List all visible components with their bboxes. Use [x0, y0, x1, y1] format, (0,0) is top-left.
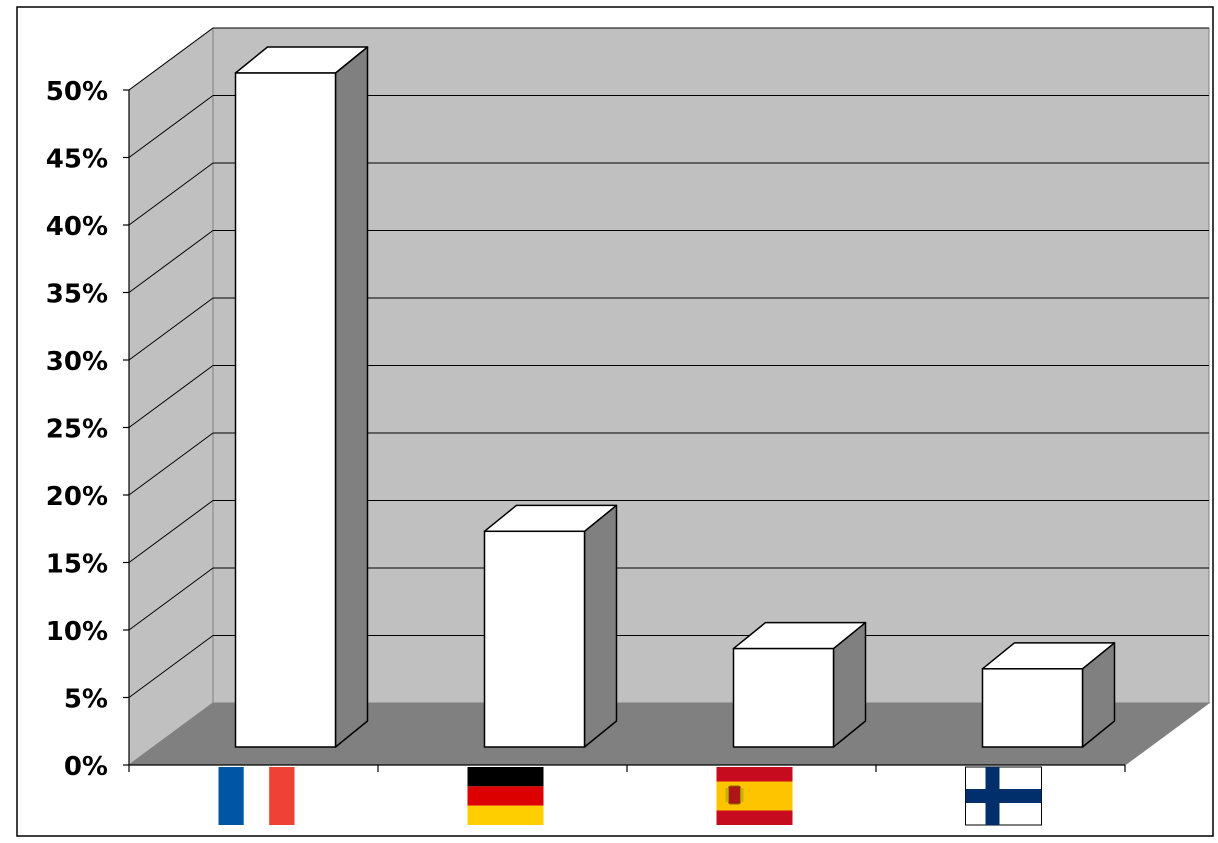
bars [234, 46, 1116, 748]
bar-front-face [234, 72, 337, 748]
gridline-side [128, 567, 214, 631]
y-tick-label: 15% [46, 550, 108, 580]
y-tick-label: 20% [46, 482, 108, 512]
flag-stripe-black [467, 767, 544, 787]
y-tick-label: 25% [46, 415, 108, 445]
gridline-side [128, 365, 214, 428]
bar-germany [483, 504, 618, 748]
flag-stripe-red [467, 786, 544, 806]
spain-flag-icon [716, 767, 793, 825]
y-tick-label: 50% [46, 77, 108, 107]
flag-stripe-red [716, 810, 793, 825]
category-flags [218, 766, 1042, 826]
y-axis-tick-labels: 0% 5% 10% 15% 20% 25% 30% 35% 40% 45% 50% [46, 77, 108, 782]
bar-side-face [334, 46, 369, 748]
flag-stripe-gold [467, 805, 544, 825]
bar-front-face [732, 647, 835, 748]
bar-side-face [583, 504, 618, 748]
gridline-side [128, 635, 214, 698]
gridline-side [128, 297, 214, 361]
coat-of-arms-pillar [725, 788, 729, 802]
coat-of-arms [728, 785, 741, 805]
flag-cross-horizontal [965, 789, 1042, 803]
flag-stripe-red [716, 767, 793, 782]
gridline-side [128, 27, 214, 91]
gridline-side [128, 95, 214, 158]
finland-flag-icon [965, 766, 1042, 826]
bar-finland [981, 642, 1116, 748]
flag-stripe-blue [218, 767, 244, 825]
gridline-side [128, 230, 214, 293]
gridline-side [128, 432, 214, 496]
gridline-side [128, 500, 214, 563]
bar-spain [732, 621, 867, 748]
flag-stripe-white [243, 767, 270, 825]
coat-of-arms-pillar [740, 788, 744, 802]
bar-front-face [981, 668, 1084, 748]
y-tick-label: 30% [46, 347, 108, 377]
bar-france [234, 46, 369, 748]
y-tick-label: 35% [46, 280, 108, 310]
axes [123, 89, 1126, 772]
y-tick-label: 0% [64, 752, 108, 782]
germany-flag-icon [467, 767, 544, 825]
flag-stripe-red [269, 767, 295, 825]
bar-front-face [483, 530, 586, 748]
gridline-side [128, 162, 214, 226]
y-tick-label: 40% [46, 212, 108, 242]
y-tick-label: 10% [46, 617, 108, 647]
gridlines [128, 27, 1209, 698]
y-tick-label: 45% [46, 145, 108, 175]
france-flag-icon [218, 767, 295, 825]
y-tick-label: 5% [64, 685, 108, 715]
